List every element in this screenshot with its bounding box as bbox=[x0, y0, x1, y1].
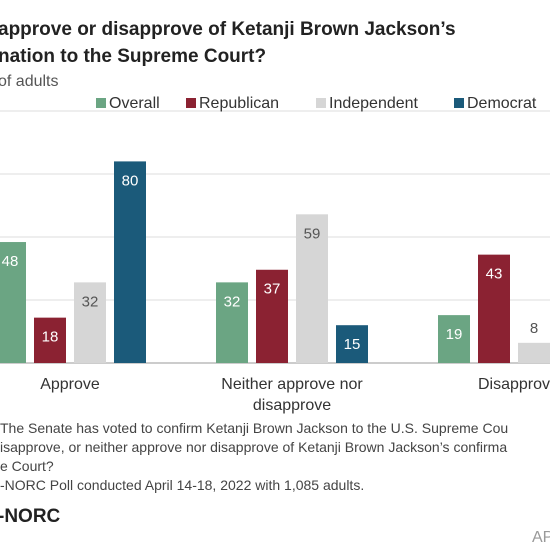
x-tick-label: Neither approve nor disapprove bbox=[221, 376, 363, 414]
legend-swatch bbox=[316, 98, 326, 108]
value-label: 15 bbox=[344, 336, 361, 353]
bar bbox=[478, 254, 510, 363]
note: The Senate has voted to confirm Ketanji … bbox=[0, 420, 509, 436]
credit: AP bbox=[532, 529, 550, 546]
logo: -NORC bbox=[0, 506, 61, 527]
legend-swatch bbox=[96, 98, 106, 108]
bar bbox=[518, 342, 550, 363]
legend-label: Democrat bbox=[467, 95, 537, 112]
value-label: 32 bbox=[224, 293, 241, 310]
chart-title: nation to the Supreme Court? bbox=[0, 46, 266, 67]
value-label: 43 bbox=[486, 266, 503, 283]
chart-subtitle: of adults bbox=[0, 73, 58, 90]
bar bbox=[336, 325, 368, 363]
bar bbox=[256, 269, 288, 363]
value-label: 19 bbox=[446, 326, 463, 343]
bar bbox=[34, 317, 66, 363]
note: e Court? bbox=[0, 458, 54, 474]
x-tick-label: Approve bbox=[40, 376, 100, 393]
bar bbox=[296, 214, 328, 363]
bar bbox=[114, 161, 146, 363]
chart-title: approve or disapprove of Ketanji Brown J… bbox=[0, 19, 456, 40]
bar bbox=[216, 282, 248, 363]
legend-label: Independent bbox=[329, 95, 419, 112]
note: isapprove, or neither approve nor disapp… bbox=[0, 439, 508, 455]
bar bbox=[74, 282, 106, 363]
legend-label: Republican bbox=[199, 95, 279, 112]
value-label: 18 bbox=[42, 329, 59, 346]
value-label: 80 bbox=[122, 172, 139, 189]
note: -NORC Poll conducted April 14-18, 2022 w… bbox=[0, 477, 365, 493]
value-label: 59 bbox=[304, 225, 321, 242]
legend-swatch bbox=[454, 98, 464, 108]
value-label: 37 bbox=[264, 281, 281, 298]
value-label: 32 bbox=[82, 293, 99, 310]
legend-swatch bbox=[186, 98, 196, 108]
bar bbox=[438, 315, 470, 363]
bar bbox=[0, 242, 26, 363]
value-label: 48 bbox=[2, 253, 19, 270]
legend-label: Overall bbox=[109, 95, 160, 112]
x-tick-label: Disapprov bbox=[477, 376, 550, 393]
value-label: 8 bbox=[530, 320, 538, 337]
